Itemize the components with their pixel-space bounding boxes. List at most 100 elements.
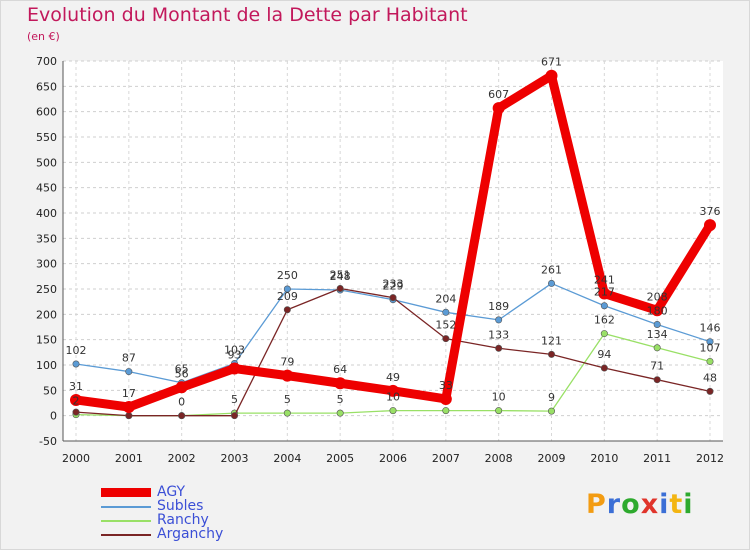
y-tick-label: 150 (36, 334, 57, 347)
point-agy (228, 362, 241, 375)
legend-swatch (101, 534, 151, 536)
data-label-agy: 49 (386, 371, 400, 384)
point-arganchy (600, 364, 608, 372)
point-subles (547, 279, 555, 287)
x-tick-label: 2010 (590, 452, 618, 465)
proxiti-logo: Proxiti (586, 489, 694, 520)
point-ranchy (283, 409, 291, 417)
data-label-arganchy: 152 (435, 319, 456, 332)
data-label-subles: 248 (330, 270, 351, 283)
data-label-agy: 31 (69, 380, 83, 393)
legend: AGY Subles Ranchy Arganchy (101, 484, 321, 542)
point-ranchy (706, 357, 714, 365)
legend-label: AGY (157, 484, 186, 500)
x-tick-label: 2001 (115, 452, 143, 465)
y-tick-label: 550 (36, 131, 57, 144)
point-arganchy (283, 306, 291, 314)
data-label-subles: 65 (175, 363, 189, 376)
x-tick-label: 2008 (485, 452, 513, 465)
logo-letter: i (683, 489, 694, 520)
data-label-subles: 261 (541, 263, 562, 276)
data-label-agy: 64 (333, 363, 347, 376)
data-label-subles: 189 (488, 300, 509, 313)
point-subles (72, 360, 80, 368)
data-label-arganchy: 94 (597, 348, 611, 361)
point-arganchy (231, 412, 239, 420)
logo-letter: o (621, 489, 641, 520)
x-tick-label: 2011 (643, 452, 671, 465)
legend-swatch (101, 506, 151, 508)
y-tick-label: 250 (36, 283, 57, 296)
logo-letter: i (659, 489, 670, 520)
legend-label: Ranchy (157, 512, 209, 528)
x-tick-label: 2007 (432, 452, 460, 465)
data-label-agy: 671 (541, 56, 562, 69)
legend-item-ranchy: Ranchy (101, 512, 321, 528)
point-agy (545, 69, 558, 82)
point-agy (704, 219, 716, 232)
point-agy (70, 393, 82, 406)
data-label-agy: 376 (700, 205, 721, 218)
x-tick-label: 2003 (221, 452, 249, 465)
legend-swatch (101, 488, 151, 497)
x-tick-label: 2009 (538, 452, 566, 465)
point-ranchy (389, 407, 397, 415)
data-label-agy: 93 (228, 349, 242, 362)
data-label-ranchy: 9 (548, 391, 555, 404)
logo-letter: x (640, 489, 660, 520)
point-ranchy (653, 344, 661, 352)
data-label-agy: 17 (122, 387, 136, 400)
point-agy (651, 304, 664, 317)
data-label-agy: 79 (280, 356, 294, 369)
point-subles (125, 368, 133, 376)
data-label-subles: 229 (383, 280, 404, 293)
data-label-arganchy: 71 (650, 360, 664, 373)
point-arganchy (72, 408, 80, 416)
data-label-subles: 102 (66, 344, 87, 357)
legend-item-subles: Subles (101, 498, 321, 514)
legend-label: Subles (157, 498, 204, 514)
data-label-arganchy: 233 (383, 278, 404, 291)
data-label-ranchy: 0 (178, 396, 185, 409)
y-tick-label: 300 (36, 258, 57, 271)
y-tick-label: 700 (36, 55, 57, 68)
data-label-ranchy: 134 (647, 328, 668, 341)
data-label-agy: 208 (647, 290, 668, 303)
point-subles (495, 316, 503, 324)
plot-area (63, 61, 723, 441)
point-subles (706, 338, 714, 346)
y-tick-label: 350 (36, 232, 57, 245)
point-arganchy (653, 376, 661, 384)
point-arganchy (547, 350, 555, 358)
point-arganchy (706, 387, 714, 395)
point-agy (175, 381, 188, 394)
point-agy (492, 102, 505, 115)
y-tick-label: 450 (36, 182, 57, 195)
legend-item-arganchy: Arganchy (101, 526, 321, 542)
data-label-arganchy: 121 (541, 334, 562, 347)
x-tick-label: 2005 (326, 452, 354, 465)
point-subles (653, 320, 661, 328)
point-arganchy (125, 412, 133, 420)
data-label-agy: 56 (175, 367, 189, 380)
data-label-subles: 87 (122, 352, 136, 365)
data-label-ranchy: 10 (492, 391, 506, 404)
data-label-ranchy: 5 (337, 393, 344, 406)
point-agy (439, 392, 452, 405)
point-ranchy (336, 409, 344, 417)
logo-letter: P (586, 489, 607, 520)
point-arganchy (389, 294, 397, 302)
unit-label: (en €) (27, 30, 60, 43)
y-tick-label: 500 (36, 156, 57, 169)
data-label-arganchy: 48 (703, 371, 717, 384)
point-agy (387, 384, 399, 397)
logo-letter: t (669, 489, 684, 520)
data-label-subles: 180 (647, 304, 668, 317)
data-label-ranchy: 162 (594, 314, 615, 327)
y-tick-label: 400 (36, 207, 57, 220)
x-tick-label: 2000 (62, 452, 90, 465)
y-tick-label: 600 (36, 106, 57, 119)
data-label-agy: 607 (488, 88, 509, 101)
